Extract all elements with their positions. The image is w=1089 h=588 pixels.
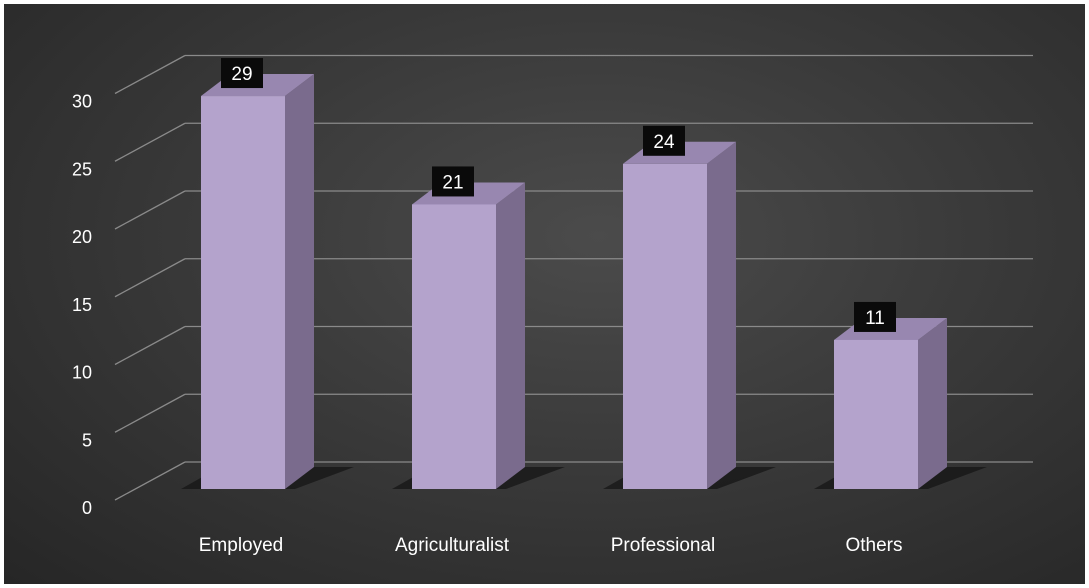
bar-side-others [918, 317, 947, 489]
gridlines [114, 54, 1033, 501]
gridline-diagonal [114, 54, 186, 95]
y-tick-label: 25 [72, 159, 92, 179]
y-tick-label: 20 [72, 227, 92, 247]
x-category-label: Employed [199, 535, 284, 556]
bar-others [834, 339, 918, 489]
gridline-diagonal [114, 461, 186, 501]
y-tick-label: 0 [82, 498, 92, 518]
y-tick-label: 15 [72, 295, 92, 315]
y-tick-label: 10 [72, 363, 92, 383]
bar-agriculturalist [412, 204, 496, 489]
data-label-box [643, 125, 685, 156]
bars [201, 74, 947, 490]
data-label-box [221, 58, 263, 89]
data-label-box [432, 166, 474, 197]
y-tick-label: 30 [72, 92, 92, 112]
data-label: 29 [231, 64, 252, 85]
bar-professional [623, 163, 707, 490]
data-label: 11 [865, 308, 885, 329]
data-label: 21 [442, 172, 463, 193]
x-axis-categories: Employed Agriculturalist Professional Other… [199, 535, 903, 556]
gridline-diagonal [114, 393, 186, 433]
bar-side-employed [285, 74, 314, 490]
data-label-box [854, 301, 896, 332]
bar-side-professional [707, 141, 736, 490]
bar-employed [201, 96, 285, 490]
gridline-diagonal [114, 122, 186, 162]
bar-side-agriculturalist [496, 182, 525, 489]
data-label: 24 [653, 132, 675, 153]
x-category-label: Agriculturalist [395, 535, 510, 556]
y-tick-label: 5 [82, 430, 92, 450]
gridline-diagonal [114, 325, 186, 366]
gridline-diagonal [114, 258, 186, 298]
y-axis-ticks: 0 5 10 15 20 25 30 [72, 92, 92, 519]
data-labels: 29 21 24 11 [221, 58, 896, 332]
x-category-label: Others [845, 535, 902, 556]
gridline-diagonal [114, 190, 186, 230]
x-category-label: Professional [611, 535, 716, 556]
